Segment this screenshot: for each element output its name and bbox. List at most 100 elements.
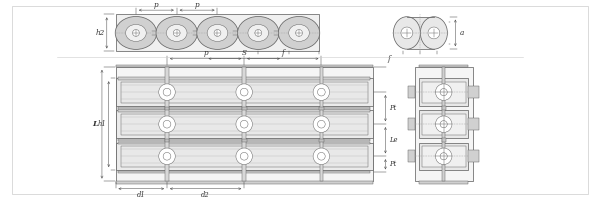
Circle shape [236,116,253,132]
Bar [242,139,247,142]
Bar [442,106,446,110]
Bar [419,78,468,106]
Bar [242,67,246,181]
Text: p: p [203,49,208,57]
Circle shape [436,84,452,100]
Bar [118,171,370,173]
Ellipse shape [156,16,197,49]
Circle shape [440,89,447,96]
Bar [118,107,370,109]
Bar [116,181,373,184]
Circle shape [159,116,175,132]
Bar [468,150,479,162]
Circle shape [163,152,171,160]
Bar [164,107,169,110]
Bar [422,82,466,103]
Circle shape [313,84,329,100]
Circle shape [313,148,329,165]
Circle shape [214,30,221,36]
Bar [468,86,479,98]
Circle shape [159,148,175,165]
Text: S: S [242,49,247,57]
Text: h1: h1 [97,120,106,128]
Circle shape [436,116,452,132]
Circle shape [436,148,452,165]
Bar [242,107,247,110]
Bar [116,67,373,181]
Bar [116,65,373,67]
Circle shape [255,30,262,36]
Bar [415,67,473,181]
Circle shape [317,120,325,128]
Text: d1: d1 [137,191,146,199]
Circle shape [241,152,248,160]
Circle shape [440,121,447,128]
Ellipse shape [238,16,279,49]
Bar [419,143,468,170]
Bar [165,67,169,181]
Ellipse shape [166,24,187,41]
Circle shape [236,84,253,100]
Ellipse shape [289,24,310,41]
Ellipse shape [207,24,228,41]
Text: L: L [92,120,98,128]
Text: p: p [154,1,158,9]
Text: p: p [195,1,199,9]
Circle shape [317,88,325,96]
Circle shape [296,30,302,36]
Circle shape [428,27,440,39]
Bar [442,67,445,181]
Circle shape [159,84,175,100]
Ellipse shape [394,17,421,49]
Bar [419,65,468,67]
Ellipse shape [125,24,146,41]
Circle shape [241,88,248,96]
Text: Pt: Pt [389,160,397,168]
Text: f: f [387,55,389,63]
Text: d2: d2 [201,191,210,199]
Bar [164,139,169,142]
Bar [116,143,373,170]
Bar [118,139,370,141]
Bar [121,114,368,135]
Bar [319,107,324,110]
Bar [419,110,468,138]
Circle shape [440,153,447,160]
Circle shape [163,120,171,128]
Bar [422,146,466,167]
Circle shape [173,30,180,36]
Text: h2: h2 [95,29,105,37]
Ellipse shape [278,16,320,49]
Ellipse shape [421,17,448,49]
Circle shape [241,120,248,128]
Circle shape [133,30,139,36]
Circle shape [236,148,253,165]
Ellipse shape [115,16,157,49]
Bar [116,110,373,138]
Circle shape [313,116,329,132]
Bar [118,77,370,80]
Bar [118,109,370,112]
Bar [442,138,446,142]
Bar [116,78,373,106]
Bar [121,146,368,167]
Text: a: a [460,29,464,37]
Text: f: f [281,49,284,57]
Ellipse shape [197,16,238,49]
Bar [319,139,324,142]
Bar [408,86,415,98]
Bar [407,17,434,49]
Circle shape [163,88,171,96]
Bar [419,181,468,184]
Text: Le: Le [389,136,398,144]
Bar [408,150,415,162]
Ellipse shape [248,24,269,41]
Bar [408,118,415,130]
Circle shape [401,27,413,39]
Bar [121,82,368,103]
Text: Pt: Pt [389,104,397,112]
Bar [118,142,370,144]
Circle shape [317,152,325,160]
Bar [422,114,466,135]
Bar [468,118,479,130]
